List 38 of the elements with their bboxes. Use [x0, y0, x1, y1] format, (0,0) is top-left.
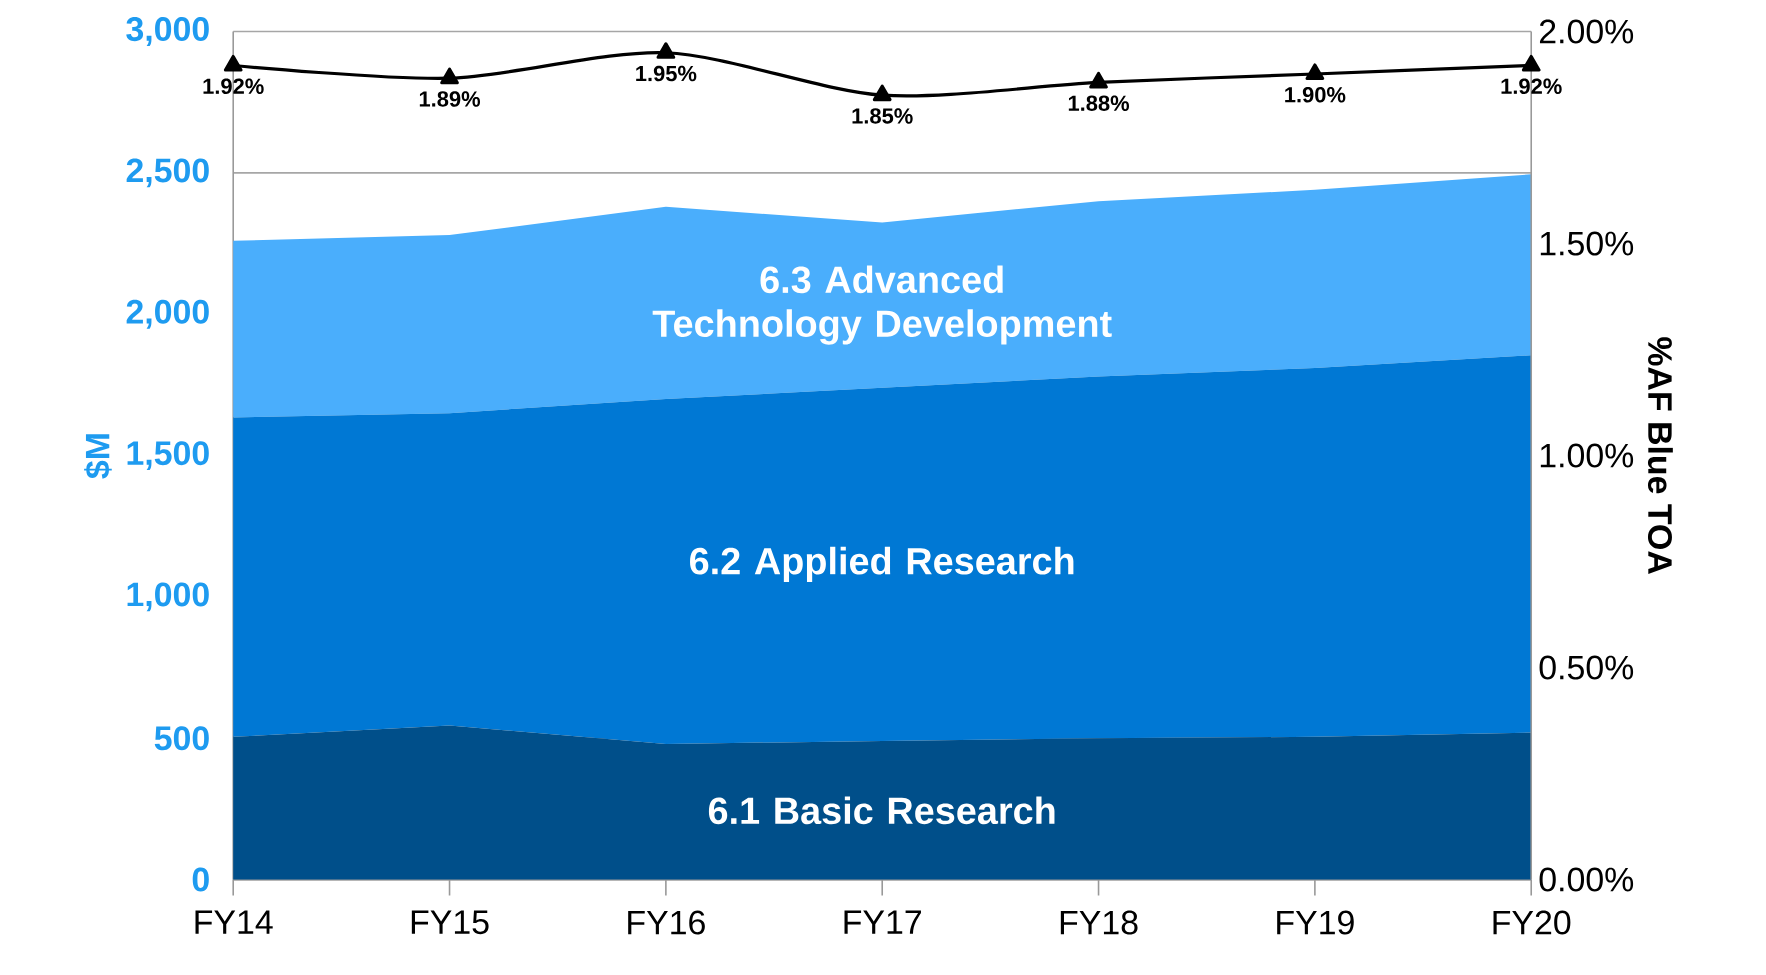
- y2-tick-label: 0.50%: [1539, 655, 1634, 680]
- x-tick-label: FY15: [411, 910, 489, 935]
- y2-axis-title: %AF Blue TOA: [1647, 337, 1673, 574]
- point: [1089, 71, 1108, 89]
- data-label: 1.92%: [1501, 78, 1562, 95]
- data-label: 1.85%: [852, 108, 913, 124]
- y2-tick-label: 1.50%: [1540, 231, 1634, 256]
- y2-tick-label: 0.00%: [1539, 867, 1634, 892]
- point: [440, 67, 459, 85]
- y-tick-label: 3,000: [126, 17, 209, 47]
- x-tick-label: FY18: [1060, 910, 1138, 935]
- y-tick-label: 2,000: [126, 299, 209, 329]
- x-tick-label: FY17: [844, 910, 921, 934]
- x-tick-label: FY16: [628, 910, 705, 935]
- series-label: 6.3 Advanced Technology Development: [652, 265, 1112, 345]
- data-label: 1.89%: [419, 91, 481, 107]
- x-tick-label: FY20: [1493, 910, 1571, 935]
- x-tick-label: FY19: [1277, 910, 1354, 935]
- y2-tick-label: 2.00%: [1539, 19, 1634, 44]
- series-label: 6.1 Basic Research: [708, 796, 1055, 825]
- point: [1521, 54, 1541, 72]
- point: [223, 54, 243, 72]
- data-label: 1.88%: [1068, 95, 1130, 111]
- y-axis-title: $M: [84, 434, 112, 479]
- point: [1305, 63, 1325, 81]
- y-tick-label: 1,500: [127, 441, 209, 471]
- x-tick-label: FY14: [195, 910, 273, 934]
- data-label: 1.95%: [636, 65, 697, 82]
- data-label: 1.90%: [1285, 87, 1346, 103]
- y-tick-label: 0: [192, 867, 209, 892]
- y-tick-label: 1,000: [127, 582, 209, 612]
- y-tick-label: 500: [154, 726, 209, 751]
- series-label: 6.2 Applied Research: [690, 546, 1074, 583]
- point: [872, 84, 892, 102]
- data-label: 1.92%: [203, 78, 264, 95]
- y2-tick-label: 1.00%: [1540, 443, 1634, 468]
- point: [656, 42, 676, 59]
- y-tick-label: 2,500: [126, 158, 209, 188]
